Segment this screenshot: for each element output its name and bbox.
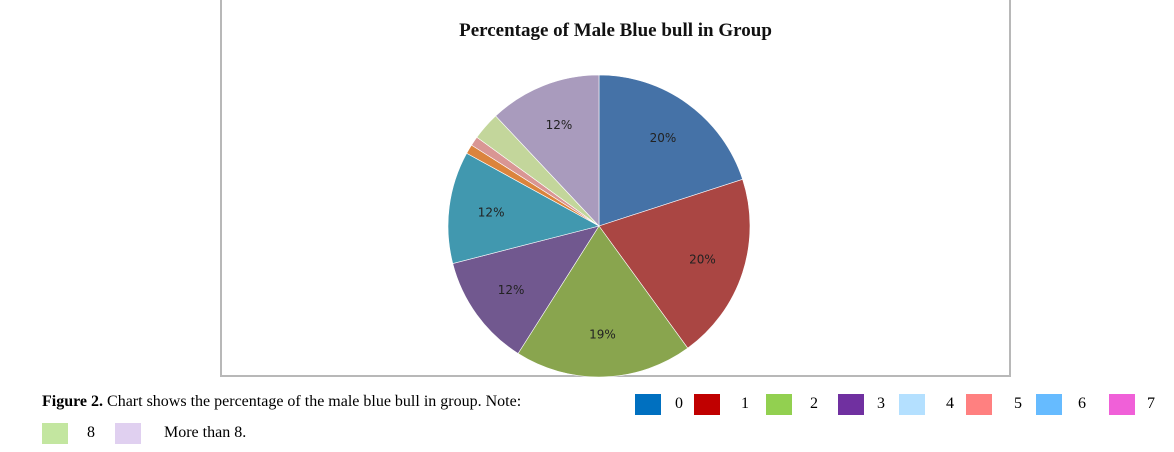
legend-label: 0 — [675, 395, 683, 412]
caption-text: Chart shows the percentage of the male b… — [103, 393, 522, 410]
legend-swatch — [899, 394, 925, 415]
chart-title: Percentage of Male Blue bull in Group — [459, 20, 772, 41]
legend-swatch — [1036, 394, 1062, 415]
pie-slice-3 — [452, 225, 600, 354]
legend-swatch — [838, 394, 864, 415]
legend-label: 3 — [877, 395, 885, 412]
legend-swatch — [635, 394, 661, 415]
slice-label: 19% — [589, 328, 616, 342]
legend-swatch — [966, 394, 992, 415]
slice-label: 20% — [650, 131, 677, 145]
pie-slice-4 — [447, 152, 600, 264]
legend-label: 5 — [1014, 395, 1022, 412]
pie-slice-1 — [598, 178, 751, 349]
pie-slice-0 — [598, 74, 743, 227]
chart-area: Percentage of Male Blue bull in Group 20… — [220, 0, 1011, 377]
legend-label: 6 — [1078, 395, 1086, 412]
legend-swatch — [115, 423, 141, 444]
legend-swatch — [694, 394, 720, 415]
pie-slice-2 — [517, 225, 689, 377]
legend-label: More than 8. — [164, 424, 247, 441]
slice-label: 12% — [546, 118, 573, 132]
slice-label: 12% — [498, 283, 525, 297]
legend-swatch — [42, 423, 68, 444]
legend-label: 1 — [741, 395, 749, 412]
figure-label: Figure 2. — [42, 393, 104, 410]
slice-label: 20% — [689, 253, 716, 267]
legend-label: 2 — [810, 395, 818, 412]
legend-label: 8 — [87, 424, 95, 441]
legend-swatch — [766, 394, 792, 415]
legend-swatch — [1109, 394, 1135, 415]
pie-chart: 20% 20% 19% 12% 12% 12% — [447, 74, 751, 377]
legend-label: 4 — [946, 395, 954, 412]
pie-slice-more-than-8 — [495, 74, 600, 227]
figure-caption: Figure 2. Chart shows the percentage of … — [42, 393, 521, 411]
legend-label: 7 — [1147, 395, 1155, 412]
slice-label: 12% — [478, 205, 505, 219]
